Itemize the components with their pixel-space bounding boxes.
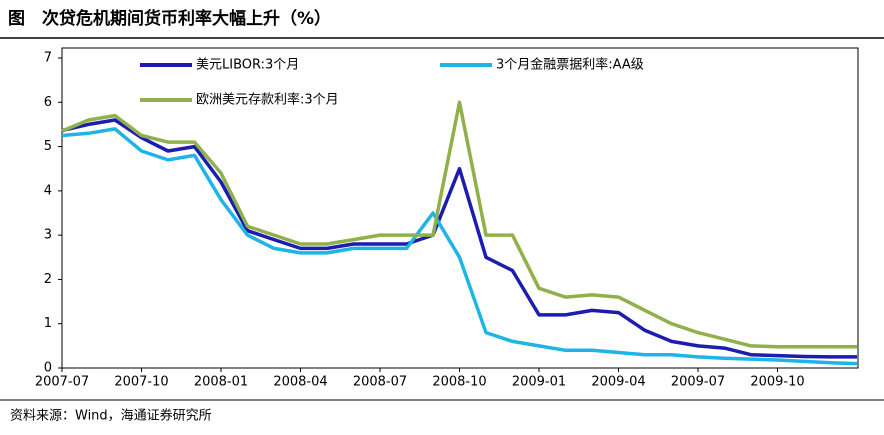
series-line	[61, 100, 857, 349]
x-tick-label: 2009-07	[671, 375, 725, 390]
x-tick-label: 2008-04	[273, 375, 327, 390]
y-tick-label: 0	[44, 361, 52, 376]
chart-title: 图 次贷危机期间货币利率大幅上升（%）	[8, 8, 331, 29]
x-tick-label: 2009-10	[750, 375, 804, 390]
series-line	[61, 127, 858, 366]
legend-label: 3个月金融票据利率:AA级	[496, 57, 644, 73]
x-tick-label: 2007-07	[35, 375, 89, 390]
y-tick-label: 5	[44, 139, 52, 154]
x-tick-label: 2009-01	[512, 375, 566, 390]
plot-frame	[61, 47, 859, 369]
x-tick-label: 2009-04	[591, 375, 645, 390]
legend-label: 美元LIBOR:3个月	[196, 58, 299, 73]
x-tick-label: 2007-10	[114, 375, 168, 390]
y-tick-label: 2	[44, 272, 52, 287]
x-tick-label: 2008-07	[353, 375, 407, 390]
y-tick-label: 7	[44, 51, 52, 66]
y-tick-label: 1	[44, 316, 52, 331]
source-note: 资料来源：Wind，海通证券研究所	[10, 408, 212, 424]
series-line	[61, 118, 857, 359]
legend-label: 欧洲美元存款利率:3个月	[196, 92, 339, 108]
x-tick-label: 2008-01	[194, 375, 248, 390]
y-tick-label: 3	[44, 228, 52, 243]
y-tick-label: 6	[44, 95, 52, 110]
y-tick-label: 4	[44, 183, 52, 198]
x-tick-label: 2008-10	[432, 375, 486, 390]
